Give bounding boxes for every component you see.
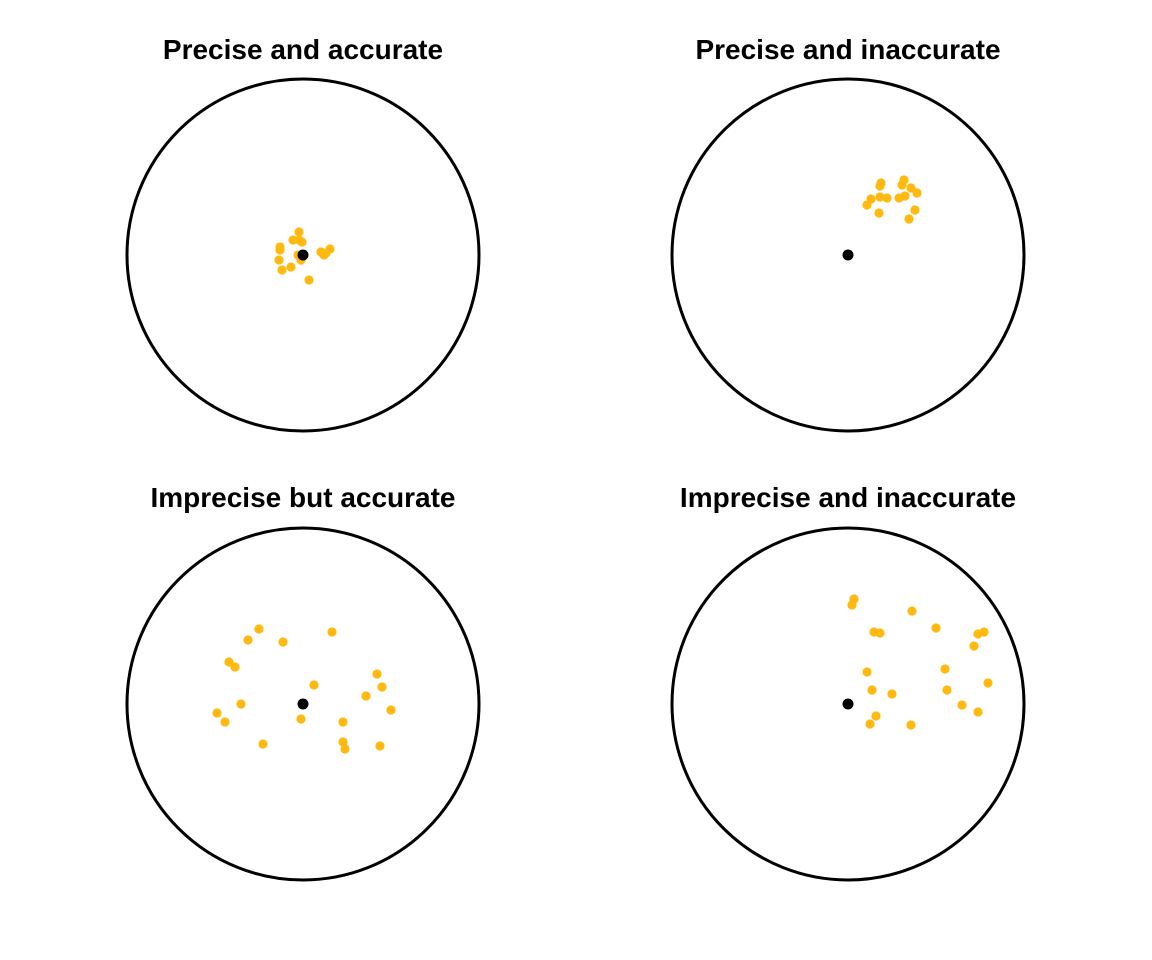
data-point <box>969 641 979 651</box>
target-center <box>297 249 309 261</box>
data-point <box>862 667 872 677</box>
panel-imprecise-accurate: Imprecise but accurate <box>125 482 481 882</box>
data-point <box>973 707 983 717</box>
data-point <box>277 265 287 275</box>
panel-precise-inaccurate: Precise and inaccurate <box>670 34 1026 433</box>
data-point <box>912 188 922 198</box>
data-point <box>258 739 268 749</box>
target-circle <box>670 526 1026 882</box>
data-point <box>274 255 284 265</box>
data-point <box>230 662 240 672</box>
data-point <box>887 689 897 699</box>
data-point <box>957 700 967 710</box>
data-point <box>897 180 907 190</box>
data-point <box>309 680 319 690</box>
data-point <box>940 664 950 674</box>
data-point <box>862 200 872 210</box>
data-point <box>254 624 264 634</box>
data-point <box>900 191 910 201</box>
data-point <box>278 637 288 647</box>
data-point <box>294 227 304 237</box>
data-point <box>867 685 877 695</box>
data-point <box>338 737 348 747</box>
data-point <box>297 237 307 247</box>
data-point <box>340 744 350 754</box>
data-point <box>910 205 920 215</box>
data-point <box>874 208 884 218</box>
data-point <box>875 628 885 638</box>
data-point <box>319 250 329 260</box>
data-point <box>875 181 885 191</box>
data-point <box>327 627 337 637</box>
data-point <box>286 262 296 272</box>
target-center <box>842 698 854 710</box>
target-circle <box>125 77 481 433</box>
data-point <box>296 714 306 724</box>
target-center <box>842 249 854 261</box>
data-point <box>386 705 396 715</box>
target-circle <box>670 77 1026 433</box>
data-point <box>904 214 914 224</box>
data-point <box>212 708 222 718</box>
target-circle <box>125 526 481 882</box>
data-point <box>243 635 253 645</box>
data-point <box>361 691 371 701</box>
data-point <box>865 719 875 729</box>
panel-title: Precise and inaccurate <box>695 34 1000 65</box>
data-point <box>377 682 387 692</box>
data-point <box>847 600 857 610</box>
data-point <box>882 193 892 203</box>
data-point <box>907 606 917 616</box>
data-point <box>983 678 993 688</box>
data-points <box>212 624 396 754</box>
data-point <box>871 711 881 721</box>
panel-title: Precise and accurate <box>163 34 443 65</box>
data-point <box>875 192 885 202</box>
data-points <box>847 594 993 730</box>
data-point <box>372 669 382 679</box>
data-point <box>979 627 989 637</box>
data-points <box>862 175 922 224</box>
panel-precise-accurate: Precise and accurate <box>125 34 481 433</box>
data-point <box>236 699 246 709</box>
data-point <box>220 717 230 727</box>
target-center <box>297 698 309 710</box>
panel-title: Imprecise and inaccurate <box>680 482 1016 513</box>
data-point <box>275 245 285 255</box>
data-point <box>906 720 916 730</box>
panel-imprecise-inaccurate: Imprecise and inaccurate <box>670 482 1026 882</box>
data-point <box>338 717 348 727</box>
data-point <box>304 275 314 285</box>
data-point <box>375 741 385 751</box>
panel-title: Imprecise but accurate <box>150 482 455 513</box>
data-point <box>931 623 941 633</box>
data-point <box>942 685 952 695</box>
